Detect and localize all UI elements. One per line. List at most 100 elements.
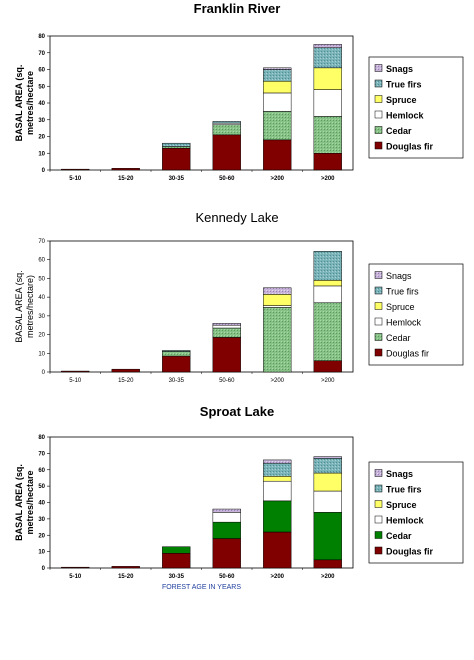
bar-snags	[313, 44, 342, 48]
bar-douglas-fir	[111, 368, 140, 373]
bar-true-firs	[313, 47, 342, 69]
bar-spruce	[263, 80, 292, 94]
bar-snags	[263, 459, 292, 464]
legend-swatch-spruce	[374, 500, 383, 508]
x-axis-label: FOREST AGE IN YEARS	[162, 584, 241, 591]
chart-franklin-river: Franklin River 0 10 20 30 40 50 60 70 80 BASAL ARE…	[14, 1, 464, 182]
bar-cedar	[313, 512, 342, 561]
x-tick-label: 30-35	[169, 574, 185, 580]
y-tick-label: 20	[38, 135, 45, 141]
legend-swatch-spruce	[374, 302, 383, 310]
bar-douglas-fir	[313, 360, 342, 373]
y-tick-label: 50	[38, 84, 45, 90]
legend: Snags True firs Spruce Hemlock Cedar Douglas …	[368, 263, 464, 366]
y-tick-label: 0	[42, 168, 46, 174]
legend-label-cedar: Cedar	[386, 333, 411, 343]
y-tick-label: 70	[38, 51, 45, 57]
y-tick-label: 50	[38, 484, 45, 490]
bar-cedar	[212, 327, 241, 338]
y-tick-label: 40	[38, 101, 45, 107]
legend-label-douglas-fir: Douglas fir	[386, 349, 429, 359]
bar-douglas-fir	[263, 531, 292, 569]
x-tick-label: 30-35	[169, 176, 185, 182]
bar-douglas-fir	[313, 559, 342, 569]
x-tick-label: >200	[321, 574, 335, 580]
bar-snags	[212, 323, 241, 326]
legend-label-cedar: Cedar	[386, 126, 412, 136]
y-tick-label: 40	[38, 501, 45, 507]
bar-cedar	[212, 124, 241, 136]
y-axis-label: BASAL AREA (sq.metres/hectare	[14, 65, 35, 142]
x-tick-label: 50-60	[219, 574, 235, 580]
bar-true-firs	[263, 462, 292, 477]
bar-hemlock	[313, 490, 342, 513]
bar-spruce	[263, 294, 292, 306]
x-tick-label: 5-10	[69, 176, 82, 182]
y-tick-label: 70	[38, 451, 45, 457]
bar-douglas-fir	[111, 566, 140, 569]
bar-true-firs	[162, 142, 191, 147]
bar-douglas-fir	[162, 147, 191, 171]
x-tick-label: 50-60	[219, 378, 235, 384]
bar-cedar	[263, 111, 292, 141]
bar-cedar	[263, 500, 292, 533]
x-tick-label: 5-10	[69, 378, 82, 384]
bar-douglas-fir	[313, 153, 342, 171]
bar-douglas-fir	[212, 134, 241, 171]
legend: Snags True firs Spruce Hemlock Cedar Douglas …	[368, 56, 464, 159]
legend-swatch-cedar	[374, 531, 383, 539]
bar-spruce	[313, 472, 342, 492]
legend-label-true-firs: True firs	[386, 485, 422, 495]
legend-swatch-cedar	[374, 126, 383, 134]
bar-hemlock	[263, 92, 292, 112]
y-tick-label: 70	[38, 239, 45, 245]
legend-label-hemlock: Hemlock	[386, 516, 425, 526]
legend-label-spruce: Spruce	[386, 95, 417, 105]
y-tick-label: 10	[38, 550, 45, 556]
y-axis-label-line: BASAL AREA (sq.	[14, 464, 24, 541]
bar-spruce	[313, 280, 342, 287]
legend-label-snags: Snags	[386, 469, 413, 479]
y-tick-label: 20	[38, 333, 45, 339]
bar-hemlock	[313, 89, 342, 117]
x-tick-label: >200	[321, 176, 335, 182]
legend-label-douglas-fir: Douglas fir	[386, 142, 434, 152]
x-tick-label: 50-60	[219, 176, 235, 182]
legend-swatch-hemlock	[374, 515, 383, 524]
bar-cedar	[162, 351, 191, 357]
y-axis-label: BASAL AREA (sq.metres/hectare	[14, 464, 35, 541]
bar-snags	[263, 287, 292, 295]
bar-cedar	[162, 546, 191, 554]
x-tick-label: 15-20	[118, 176, 134, 182]
y-tick-label: 30	[38, 314, 45, 320]
chart-kennedy-lake: Kennedy Lake 0 10 20 30 40 50 60 70 BASAL AREA (s…	[14, 210, 464, 384]
bar-douglas-fir	[162, 355, 191, 373]
chart-title: Kennedy Lake	[195, 210, 278, 225]
bar-douglas-fir	[111, 168, 140, 171]
bar-snags	[313, 456, 342, 459]
y-tick-label: 60	[38, 258, 45, 264]
y-tick-label: 60	[38, 68, 45, 74]
legend-label-cedar: Cedar	[386, 531, 412, 541]
bar-snags	[263, 67, 292, 70]
bar-cedar	[212, 521, 241, 539]
y-axis-label-line: metres/hectare	[25, 71, 35, 135]
bar-hemlock	[263, 480, 292, 502]
legend-label-spruce: Spruce	[386, 500, 417, 510]
bar-douglas-fir	[162, 553, 191, 569]
bar-spruce	[263, 476, 292, 482]
x-tick-label: >200	[321, 378, 335, 384]
bar-douglas-fir	[212, 337, 241, 373]
chart-title: Sproat Lake	[200, 404, 274, 419]
bar-hemlock	[313, 285, 342, 304]
legend-swatch-true-firs	[374, 484, 383, 493]
legend-label-true-firs: True firs	[386, 80, 422, 90]
bar-cedar	[162, 146, 191, 149]
legend-swatch-douglas-fir	[374, 546, 383, 555]
bar-cedar	[263, 307, 292, 373]
bar-snags	[212, 508, 241, 513]
legend: Snags True firs Spruce Hemlock Cedar Douglas …	[368, 461, 464, 564]
x-tick-label: 15-20	[118, 574, 134, 580]
bar-cedar	[313, 116, 342, 154]
